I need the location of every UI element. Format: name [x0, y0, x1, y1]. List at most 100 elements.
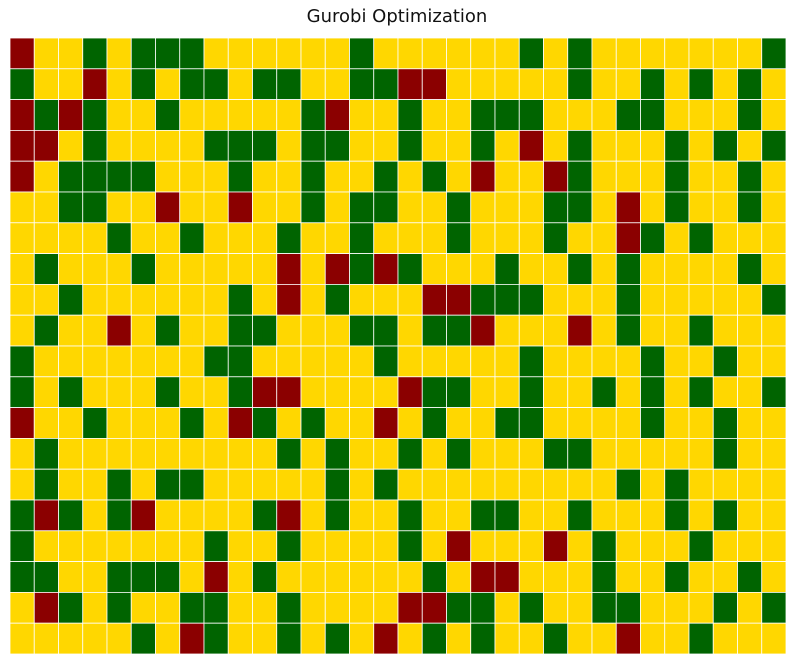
heatmap-cell-yellow — [688, 253, 714, 285]
heatmap-cell-green — [106, 561, 132, 593]
heatmap-cell-green — [33, 314, 59, 347]
heatmap-cell-yellow — [470, 37, 496, 70]
heatmap-cell-yellow — [349, 468, 375, 501]
heatmap-cell-yellow — [227, 622, 253, 655]
heatmap-cell-yellow — [9, 283, 35, 316]
heatmap-cell-red — [446, 530, 472, 562]
heatmap-cell-green — [737, 99, 763, 131]
heatmap-cell-green — [640, 376, 666, 408]
heatmap-cell-green — [761, 129, 787, 162]
heatmap-cell-yellow — [155, 437, 181, 470]
heatmap-cell-green — [276, 437, 302, 470]
heatmap-cell-yellow — [494, 314, 520, 347]
heatmap-cell-yellow — [664, 37, 690, 70]
heatmap-cell-yellow — [227, 561, 253, 593]
heatmap-cell-yellow — [567, 376, 593, 408]
heatmap-cell-green — [155, 376, 181, 408]
heatmap-cell-yellow — [664, 222, 690, 255]
heatmap-cell-yellow — [349, 592, 375, 624]
heatmap-cell-yellow — [155, 622, 181, 655]
heatmap-cell-yellow — [130, 437, 156, 470]
heatmap-cell-yellow — [470, 468, 496, 501]
heatmap-cell-green — [421, 561, 447, 593]
heatmap-cell-yellow — [688, 283, 714, 316]
heatmap-cell-yellow — [9, 468, 35, 501]
heatmap-cell-yellow — [446, 99, 472, 131]
heatmap-cell-yellow — [518, 530, 544, 562]
heatmap-cell-yellow — [203, 437, 229, 470]
heatmap-cell-yellow — [688, 160, 714, 193]
heatmap-cell-yellow — [349, 99, 375, 131]
heatmap-cell-yellow — [106, 407, 132, 439]
heatmap-cell-yellow — [615, 407, 641, 439]
heatmap-cell-yellow — [349, 561, 375, 593]
heatmap-cell-yellow — [494, 129, 520, 162]
heatmap-cell-green — [82, 407, 108, 439]
heatmap-cell-green — [421, 160, 447, 193]
heatmap-cell-yellow — [688, 437, 714, 470]
heatmap-cell-yellow — [58, 345, 84, 378]
heatmap-cell-yellow — [615, 129, 641, 162]
heatmap-cell-yellow — [155, 222, 181, 255]
heatmap-cell-yellow — [106, 68, 132, 101]
heatmap-cell-green — [543, 622, 569, 655]
heatmap-cell-yellow — [179, 160, 205, 193]
heatmap-cell-yellow — [82, 345, 108, 378]
heatmap-cell-yellow — [737, 314, 763, 347]
heatmap-cell-green — [688, 622, 714, 655]
heatmap-cell-yellow — [373, 283, 399, 316]
heatmap-cell-red — [494, 561, 520, 593]
heatmap-cell-yellow — [324, 222, 350, 255]
heatmap-cell-yellow — [421, 37, 447, 70]
heatmap-cell-yellow — [664, 253, 690, 285]
heatmap-cell-yellow — [252, 622, 278, 655]
heatmap-cell-yellow — [179, 530, 205, 562]
heatmap-cell-green — [421, 407, 447, 439]
heatmap-cell-green — [761, 37, 787, 70]
heatmap-cell-green — [446, 222, 472, 255]
heatmap-cell-yellow — [130, 222, 156, 255]
heatmap-cell-yellow — [130, 191, 156, 224]
heatmap-cell-yellow — [518, 191, 544, 224]
heatmap-cell-yellow — [106, 622, 132, 655]
heatmap-cell-yellow — [518, 160, 544, 193]
heatmap-cell-red — [106, 314, 132, 347]
heatmap-cell-yellow — [494, 622, 520, 655]
heatmap-cell-green — [203, 68, 229, 101]
heatmap-cell-green — [421, 622, 447, 655]
heatmap-cell-green — [397, 530, 423, 562]
heatmap-cell-red — [227, 191, 253, 224]
heatmap-cell-yellow — [567, 561, 593, 593]
heatmap-cell-yellow — [155, 499, 181, 532]
heatmap-cell-yellow — [712, 253, 738, 285]
heatmap-cell-yellow — [155, 407, 181, 439]
heatmap-cell-green — [640, 345, 666, 378]
heatmap-cell-yellow — [82, 437, 108, 470]
heatmap-cell-yellow — [203, 37, 229, 70]
heatmap-cell-yellow — [494, 437, 520, 470]
heatmap-cell-yellow — [33, 68, 59, 101]
heatmap-cell-green — [421, 376, 447, 408]
heatmap-cell-green — [446, 191, 472, 224]
heatmap-cell-yellow — [664, 314, 690, 347]
heatmap-cell-yellow — [300, 592, 326, 624]
heatmap-cell-yellow — [300, 530, 326, 562]
heatmap-cell-yellow — [518, 314, 544, 347]
heatmap-cell-yellow — [712, 160, 738, 193]
heatmap-cell-yellow — [761, 99, 787, 131]
heatmap-cell-yellow — [543, 345, 569, 378]
heatmap-cell-yellow — [494, 160, 520, 193]
heatmap-cell-yellow — [615, 437, 641, 470]
heatmap-cell-green — [737, 561, 763, 593]
heatmap-cell-yellow — [373, 376, 399, 408]
heatmap-cell-green — [179, 592, 205, 624]
heatmap-cell-yellow — [737, 530, 763, 562]
heatmap-cell-yellow — [712, 530, 738, 562]
heatmap-cell-yellow — [349, 283, 375, 316]
heatmap-cell-red — [373, 622, 399, 655]
heatmap-cell-green — [567, 68, 593, 101]
heatmap-cell-yellow — [227, 222, 253, 255]
heatmap-cell-yellow — [518, 68, 544, 101]
heatmap-cell-yellow — [300, 345, 326, 378]
heatmap-cell-green — [82, 160, 108, 193]
